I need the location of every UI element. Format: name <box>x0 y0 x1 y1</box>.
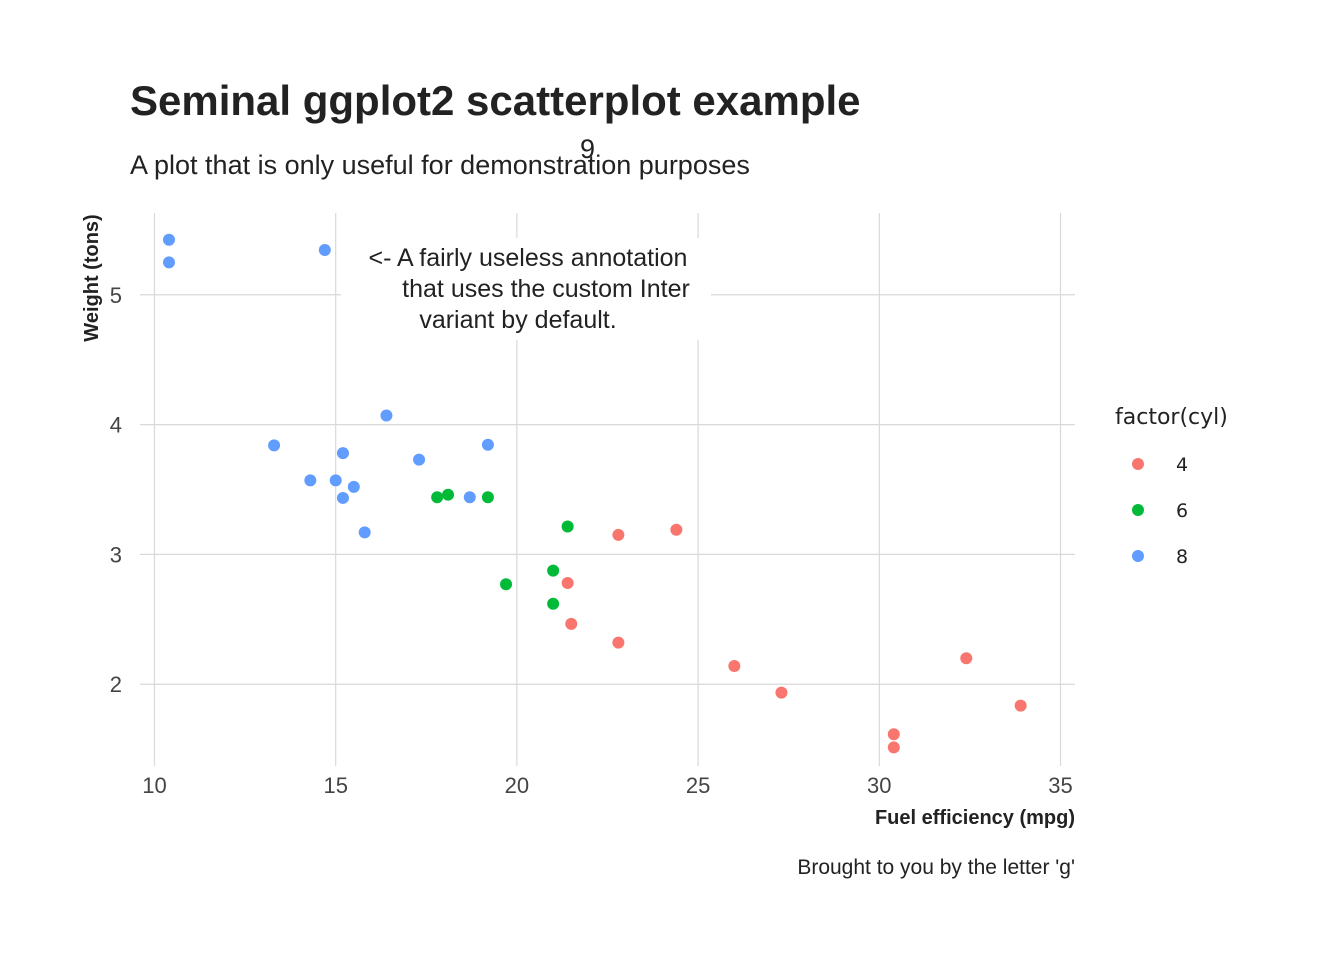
data-point-cyl-8 <box>358 526 371 539</box>
chart-title: Seminal ggplot2 scatterplot example <box>130 77 861 124</box>
chart-caption: Brought to you by the letter 'g' <box>797 856 1075 879</box>
data-point-cyl-4 <box>612 528 625 541</box>
data-point-cyl-4 <box>887 741 900 754</box>
chart-subtitle: A plot that is only useful for demonstra… <box>130 150 750 180</box>
y-tick-label: 4 <box>110 413 122 438</box>
data-point-cyl-6 <box>481 491 494 504</box>
data-point-cyl-8 <box>162 256 175 269</box>
data-point-cyl-8 <box>336 491 349 504</box>
x-tick-label: 10 <box>142 773 166 798</box>
y-axis-title: Weight (tons) <box>81 214 103 341</box>
annotation-line-1: <- A fairly useless annotation <box>369 244 688 272</box>
x-tick-label: 30 <box>867 773 891 798</box>
data-point-cyl-8 <box>318 243 331 256</box>
data-point-cyl-8 <box>268 439 281 452</box>
data-point-cyl-4 <box>565 617 578 630</box>
y-tick-label: 5 <box>110 283 122 308</box>
data-point-cyl-6 <box>442 488 455 501</box>
annotation-line-3: variant by default. <box>419 306 616 334</box>
data-point-cyl-4 <box>612 636 625 649</box>
data-point-cyl-4 <box>728 660 741 673</box>
data-point-cyl-4 <box>887 728 900 741</box>
data-point-cyl-4 <box>775 686 788 699</box>
legend-key-6 <box>1132 504 1144 516</box>
data-point-cyl-4 <box>1014 699 1027 712</box>
x-tick-label: 20 <box>505 773 529 798</box>
data-point-cyl-6 <box>431 491 444 504</box>
legend-label-4: 4 <box>1176 454 1188 476</box>
x-tick-label: 25 <box>686 773 710 798</box>
annotation: <- A fairly useless annotation that uses… <box>341 238 711 340</box>
data-point-cyl-6 <box>561 520 574 533</box>
data-point-cyl-8 <box>481 438 494 451</box>
y-tick-label: 3 <box>110 542 122 567</box>
legend-label-6: 6 <box>1176 500 1188 522</box>
data-point-cyl-4 <box>561 576 574 589</box>
x-tick-label: 15 <box>323 773 347 798</box>
data-point-cyl-8 <box>463 491 476 504</box>
stray-glyph: 9 <box>580 134 595 164</box>
data-point-cyl-8 <box>380 409 393 422</box>
annotation-line-2: that uses the custom Inter <box>402 275 690 303</box>
data-point-cyl-8 <box>329 474 342 487</box>
y-tick-label: 2 <box>110 672 122 697</box>
data-point-cyl-8 <box>336 447 349 460</box>
legend-key-4 <box>1132 458 1144 470</box>
legend-label-8: 8 <box>1176 546 1188 568</box>
legend-entries: 4 6 8 <box>1132 454 1188 568</box>
x-tick-label: 35 <box>1048 773 1072 798</box>
data-point-cyl-8 <box>413 453 426 466</box>
axis-tick-labels: 10 15 20 25 30 35 2 3 4 5 <box>110 283 1073 798</box>
data-point-cyl-8 <box>347 480 360 493</box>
legend: factor(cyl) 4 6 8 <box>1115 405 1228 568</box>
legend-key-8 <box>1132 550 1144 562</box>
data-point-cyl-8 <box>162 233 175 246</box>
data-point-cyl-6 <box>547 597 560 610</box>
data-point-cyl-8 <box>304 474 317 487</box>
data-points <box>162 233 1027 754</box>
legend-title: factor(cyl) <box>1115 405 1228 430</box>
data-point-cyl-4 <box>960 652 973 665</box>
x-axis-title: Fuel efficiency (mpg) <box>875 807 1075 829</box>
annotation-background <box>341 238 711 340</box>
data-point-cyl-6 <box>500 578 513 591</box>
data-point-cyl-6 <box>547 564 560 577</box>
data-point-cyl-4 <box>670 523 683 536</box>
